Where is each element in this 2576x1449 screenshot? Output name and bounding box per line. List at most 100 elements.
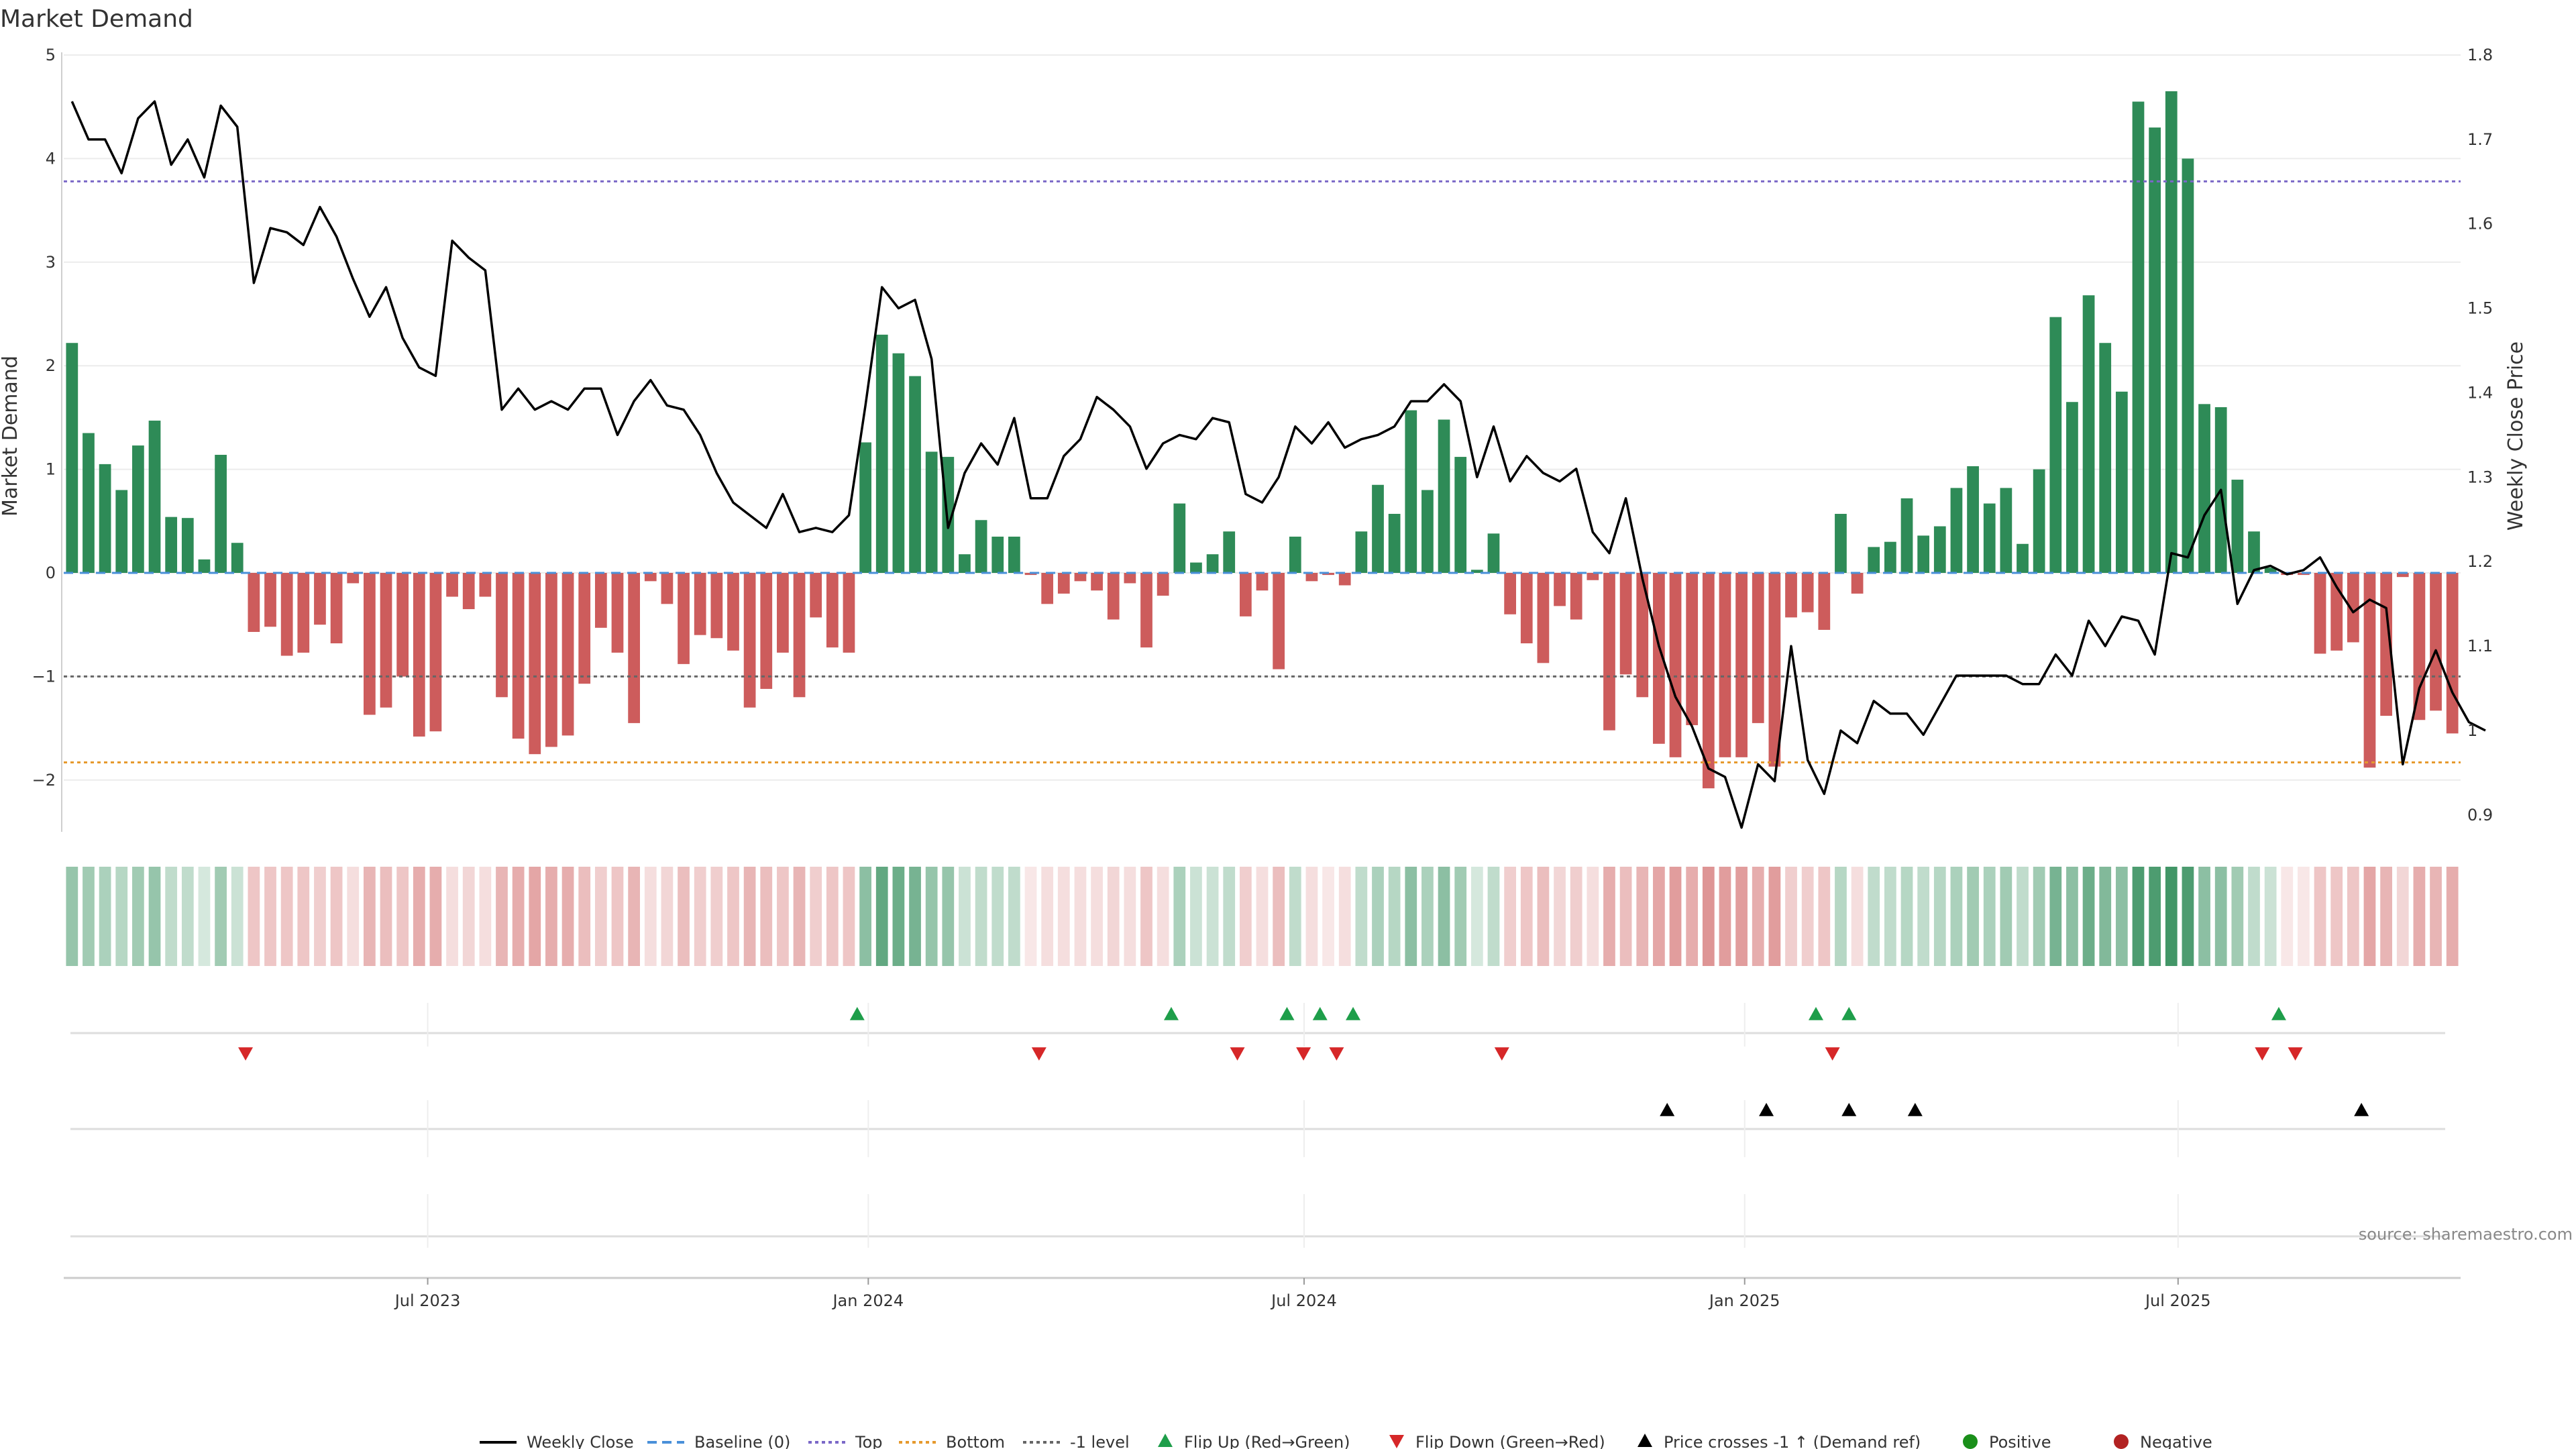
heat-cell — [1223, 867, 1236, 966]
heat-cell — [1851, 867, 1864, 966]
demand-bar — [561, 573, 574, 736]
demand-bar — [760, 573, 773, 689]
heat-cell — [2314, 867, 2326, 966]
heat-cell — [777, 867, 789, 966]
heat-cell — [479, 867, 492, 966]
demand-bar — [1405, 410, 1417, 573]
legend-label: Positive — [1989, 1433, 2051, 1449]
demand-bar — [2017, 543, 2029, 573]
heat-cell — [1884, 867, 1896, 966]
heat-cell — [760, 867, 773, 966]
heat-cell — [2000, 867, 2012, 966]
heat-cell — [1537, 867, 1550, 966]
demand-bar — [148, 421, 161, 573]
heat-cell — [611, 867, 624, 966]
right-axis-ticks: 1.8 1.7 1.6 1.5 1.4 1.3 1.2 1.1 1 0.9 — [2467, 46, 2493, 824]
heat-cell — [1801, 867, 1814, 966]
left-tick-label: 1 — [46, 460, 56, 479]
heat-cell — [314, 867, 326, 966]
heat-cell — [347, 867, 360, 966]
heat-cell — [2198, 867, 2210, 966]
demand-bar — [2264, 568, 2277, 573]
heat-cell — [661, 867, 674, 966]
legend-item: -1 level — [1023, 1433, 1130, 1449]
demand-bar — [1933, 526, 1946, 573]
demand-bar — [2347, 573, 2359, 643]
flip-up-marker — [1163, 1007, 1179, 1020]
demand-bar — [215, 454, 227, 573]
heat-cell — [165, 867, 178, 966]
left-tick-label: 0 — [46, 564, 56, 582]
demand-bar — [231, 543, 244, 573]
heat-cell — [1074, 867, 1087, 966]
demand-bar — [678, 573, 690, 664]
demand-bar — [594, 573, 607, 628]
legend-item: Flip Up (Red→Green) — [1158, 1433, 1350, 1449]
heat-cell — [545, 867, 557, 966]
heat-cell — [1305, 867, 1318, 966]
legend-label: -1 level — [1070, 1433, 1130, 1449]
heat-cell — [1124, 867, 1136, 966]
heat-cell — [859, 867, 871, 966]
flip-up-marker — [849, 1007, 865, 1020]
demand-bar — [1653, 573, 1665, 744]
heat-cell — [743, 867, 756, 966]
heat-cell — [1107, 867, 1120, 966]
demand-bar — [875, 334, 888, 573]
heat-cell — [1818, 867, 1831, 966]
flip-up-marker — [1841, 1007, 1857, 1020]
heat-cell — [66, 867, 78, 966]
demand-bar — [2298, 573, 2310, 576]
demand-bar — [1570, 573, 1582, 620]
heat-cell — [198, 867, 211, 966]
heat-cell — [529, 867, 541, 966]
left-tick-label: −2 — [32, 771, 56, 790]
demand-bar — [1173, 503, 1186, 573]
flip-down-marker — [1494, 1047, 1509, 1061]
demand-bar — [1388, 513, 1401, 573]
demand-bar — [810, 573, 822, 618]
demand-bar — [2446, 573, 2459, 734]
demand-bar — [661, 573, 674, 604]
demand-bar — [925, 451, 938, 573]
demand-bar — [1124, 573, 1136, 584]
heat-cell — [297, 867, 310, 966]
heat-cell — [1587, 867, 1599, 966]
heat-cell — [1950, 867, 1963, 966]
demand-bar — [975, 520, 987, 573]
demand-bar — [314, 573, 326, 625]
price-cross-marker — [1759, 1103, 1774, 1116]
demand-heat-strip — [66, 867, 2459, 966]
demand-bar — [1950, 488, 1963, 573]
reference-lines — [64, 180, 2461, 764]
heat-cell — [2066, 867, 2078, 966]
source-note: source: sharemaestro.com — [2359, 1225, 2573, 1244]
demand-bar — [413, 573, 425, 737]
demand-bar — [2066, 402, 2078, 573]
demand-bar — [1140, 573, 1152, 648]
heat-cell — [1868, 867, 1880, 966]
demand-bar — [2033, 469, 2045, 573]
demand-bar — [2413, 573, 2426, 720]
heat-cell — [1273, 867, 1285, 966]
right-tick-label: 1.6 — [2467, 215, 2493, 233]
heat-cell — [942, 867, 955, 966]
demand-bar — [2198, 404, 2210, 573]
demand-bar — [1487, 533, 1500, 573]
demand-bar — [2165, 91, 2178, 574]
heat-cell — [1653, 867, 1665, 966]
heat-cell — [2298, 867, 2310, 966]
flip-down-marker — [1296, 1047, 1311, 1061]
demand-bar — [1157, 573, 1169, 596]
demand-bar — [909, 376, 921, 573]
demand-bar — [892, 353, 905, 573]
heat-cell — [1504, 867, 1516, 966]
demand-bar — [99, 464, 111, 573]
right-tick-label: 1 — [2467, 721, 2477, 740]
weekly-close-line — [70, 100, 2486, 829]
price-series — [70, 100, 2486, 829]
legend-label: Weekly Close — [527, 1433, 634, 1449]
heat-cell — [248, 867, 260, 966]
right-tick-label: 1.1 — [2467, 637, 2493, 655]
demand-bar — [1636, 573, 1649, 698]
